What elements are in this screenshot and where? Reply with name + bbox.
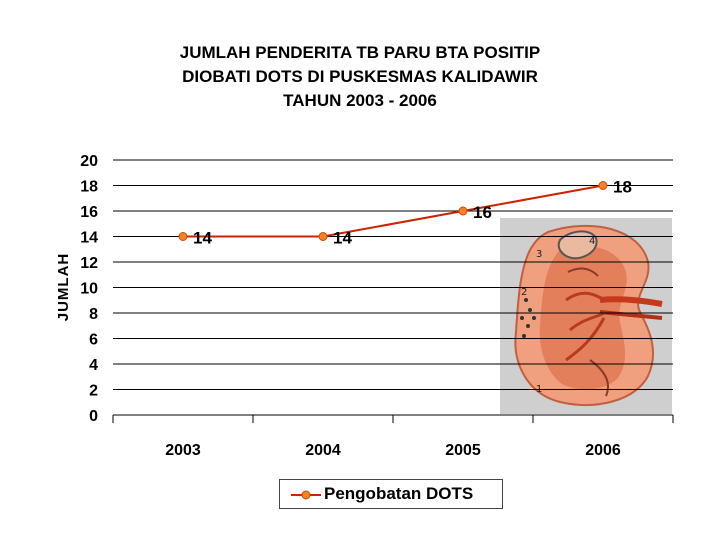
chart-title-line-2: DIOBATI DOTS DI PUSKESMAS KALIDAWIR: [182, 67, 538, 86]
x-tick-label: 2006: [585, 442, 621, 459]
y-tick-label: 4: [89, 357, 98, 374]
y-tick-label: 16: [80, 204, 98, 221]
chart-title-line-1: JUMLAH PENDERITA TB PARU BTA POSITIP: [179, 43, 541, 62]
y-tick-labels: 0 2 4 6 8 10 12 14 16 18 20: [80, 153, 98, 425]
x-tick-labels: 2003 2004 2005 2006: [165, 442, 621, 459]
y-tick-label: 2: [89, 383, 98, 400]
data-point: [598, 181, 608, 190]
y-tick-label: 8: [89, 306, 98, 323]
gridlines: [113, 159, 673, 390]
chart-title-line-3: TAHUN 2003 - 2006: [283, 91, 437, 110]
series-line: [183, 184, 604, 238]
y-tick-label: 14: [80, 230, 98, 247]
data-point: [318, 232, 328, 241]
y-tick-label: 12: [80, 255, 98, 272]
svg-text:4: 4: [589, 236, 595, 247]
axes: [112, 414, 674, 423]
y-tick-label: 20: [80, 153, 98, 170]
y-tick-label: 10: [80, 281, 98, 298]
legend-label: Pengobatan DOTS: [324, 484, 474, 503]
x-tick-label: 2003: [165, 442, 201, 459]
svg-text:3: 3: [536, 249, 542, 260]
kidney-illustration: 3 4 2 1: [500, 218, 672, 414]
legend: Pengobatan DOTS: [279, 479, 503, 509]
y-axis-label: JUMLAH: [55, 253, 72, 322]
data-label: 16: [473, 203, 492, 222]
x-tick-label: 2004: [305, 442, 341, 459]
legend-marker-icon: [291, 490, 321, 500]
series-pengobatan-dots: 14 14 16 18: [178, 178, 632, 248]
data-label: 14: [333, 229, 352, 248]
data-point: [458, 206, 468, 216]
y-tick-label: 6: [89, 332, 98, 349]
y-tick-label: 0: [89, 408, 98, 425]
data-label: 18: [613, 178, 632, 197]
data-label: 14: [193, 229, 212, 248]
data-point: [178, 232, 188, 241]
svg-text:2: 2: [521, 287, 527, 298]
x-tick-label: 2005: [445, 442, 481, 459]
y-tick-label: 18: [80, 179, 98, 196]
